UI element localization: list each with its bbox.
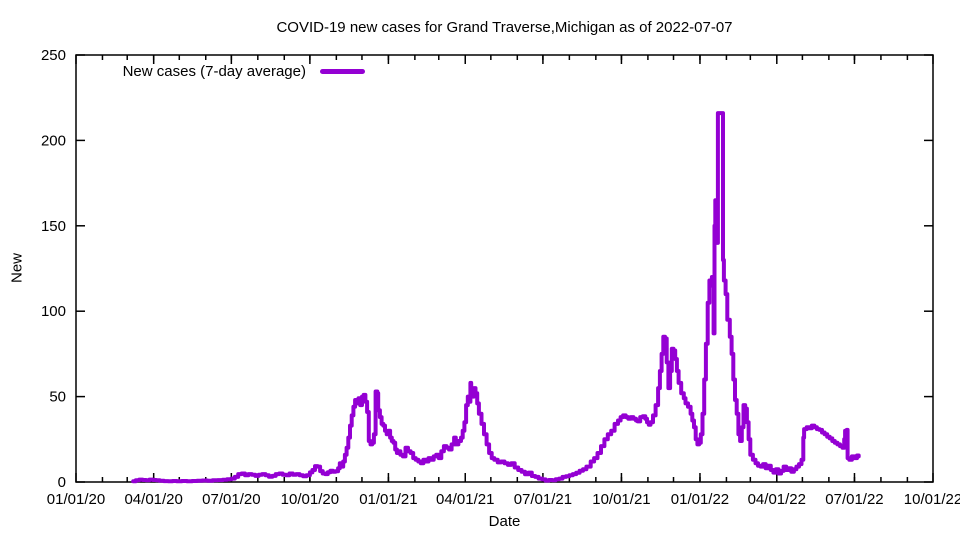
x-tick-label: 07/01/20 <box>202 491 260 508</box>
x-axis-title: Date <box>488 513 521 530</box>
x-tick-label: 01/01/22 <box>671 491 729 508</box>
x-tick-label: 07/01/21 <box>514 491 572 508</box>
y-tick-label: 0 <box>58 474 66 491</box>
y-tick-label: 200 <box>41 132 66 149</box>
x-tick-label: 10/01/20 <box>281 491 339 508</box>
y-tick-label: 150 <box>41 218 66 235</box>
x-tick-label: 04/01/21 <box>436 491 494 508</box>
x-tick-label: 01/01/21 <box>359 491 417 508</box>
x-tick-label: 04/01/20 <box>124 491 182 508</box>
legend-label: New cases (7-day average) <box>122 63 306 80</box>
data-line <box>131 111 861 484</box>
y-tick-label: 50 <box>49 389 66 406</box>
y-tick-label: 250 <box>41 47 66 64</box>
y-axis-title: New <box>8 252 26 284</box>
legend: New cases (7-day average) <box>76 63 365 80</box>
x-tick-label: 10/01/21 <box>592 491 650 508</box>
legend-line-sample <box>320 69 365 74</box>
y-tick-label: 100 <box>41 303 66 320</box>
x-tick-label: 04/01/22 <box>748 491 806 508</box>
x-tick-label: 10/01/22 <box>904 491 960 508</box>
x-tick-label: 01/01/20 <box>47 491 105 508</box>
chart-title: COVID-19 new cases for Grand Traverse,Mi… <box>276 19 733 36</box>
x-tick-label: 07/01/22 <box>825 491 883 508</box>
plot-frame <box>75 54 934 483</box>
